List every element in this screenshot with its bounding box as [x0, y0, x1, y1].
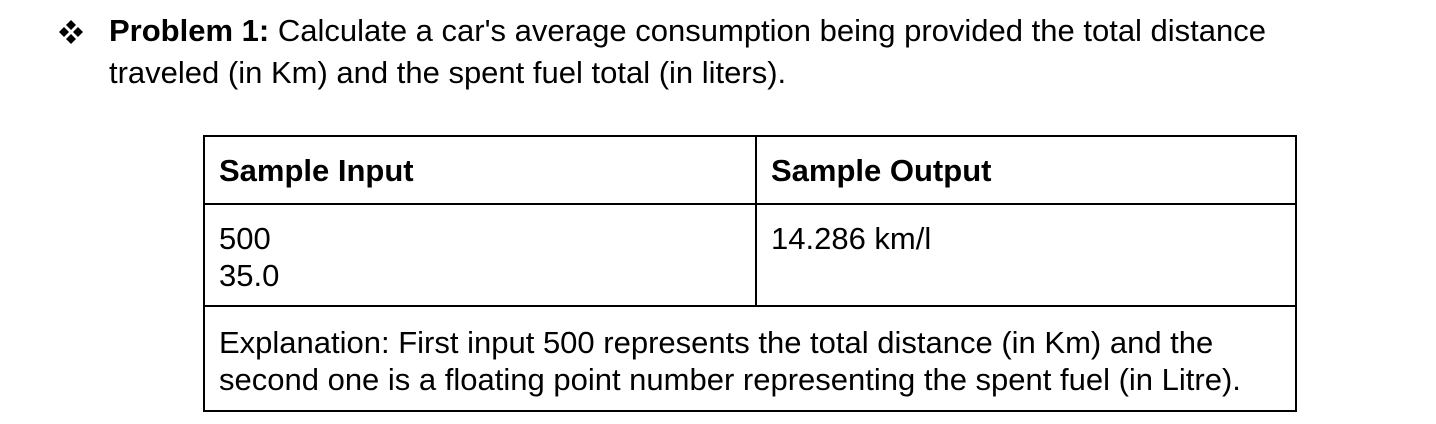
sample-table: Sample Input Sample Output 500 35.0 14.2… — [203, 135, 1297, 412]
table-row: 500 35.0 14.286 km/l — [203, 203, 1297, 307]
problem-description: Calculate a car's average consumption be… — [109, 13, 1267, 90]
table-header-row: Sample Input Sample Output — [203, 135, 1297, 205]
explanation-line: second one is a floating point number re… — [219, 362, 1241, 397]
sample-input-line: 500 — [219, 221, 271, 256]
explanation-line: Explanation: First input 500 represents … — [219, 325, 1214, 360]
sample-output-cell: 14.286 km/l — [755, 203, 1297, 307]
sample-input-header: Sample Input — [203, 135, 757, 205]
sample-input-line: 35.0 — [219, 258, 280, 293]
sample-input-cell: 500 35.0 — [203, 203, 757, 307]
explanation-cell: Explanation: First input 500 represents … — [203, 305, 1297, 412]
problem-text: Problem 1: Calculate a car's average con… — [109, 10, 1349, 94]
sample-output-value: 14.286 km/l — [771, 221, 932, 256]
problem-label: Problem 1: — [109, 13, 270, 48]
explanation-row: Explanation: First input 500 represents … — [203, 305, 1297, 412]
diamond-bullet-icon — [59, 20, 83, 44]
sample-output-header: Sample Output — [755, 135, 1297, 205]
